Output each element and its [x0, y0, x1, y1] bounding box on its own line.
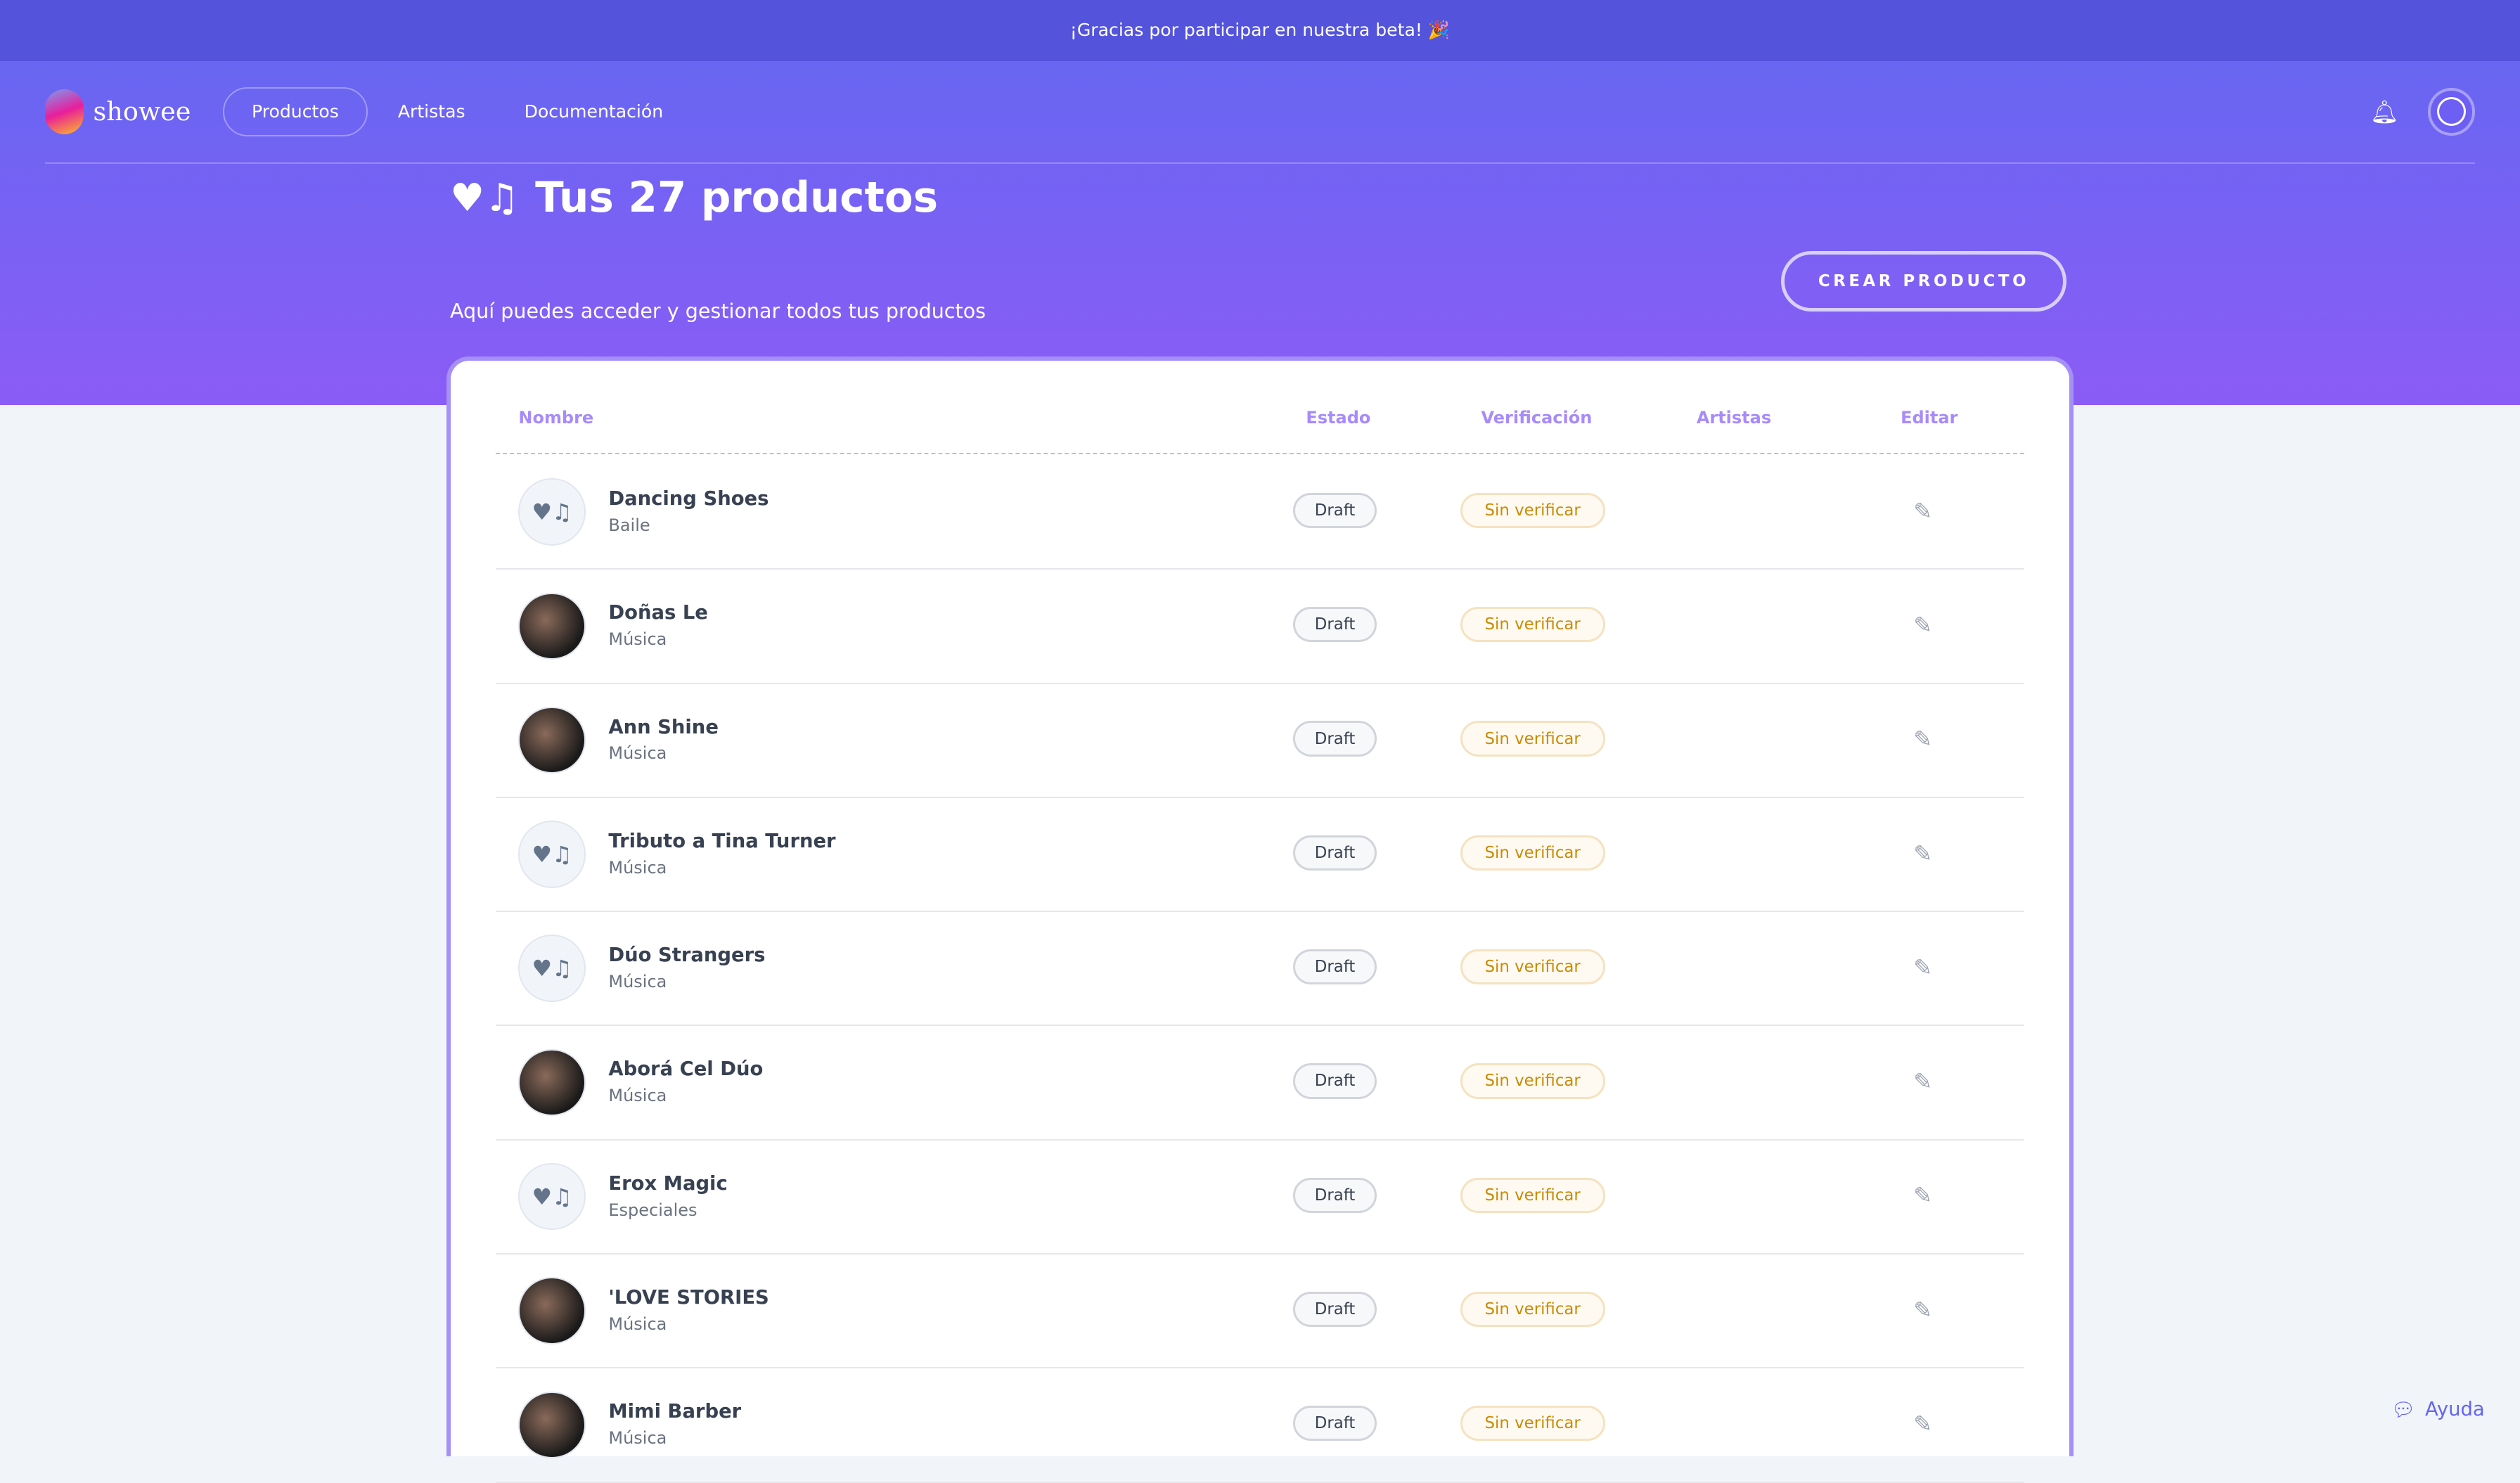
- product-category: Música: [608, 971, 667, 991]
- edit-icon[interactable]: ✎: [1913, 1182, 1933, 1209]
- product-name[interactable]: Ann Shine: [608, 716, 719, 738]
- help-button[interactable]: 💬︎ Ayuda: [2391, 1399, 2485, 1421]
- logo-text: showee: [93, 96, 191, 127]
- banner-text: ¡Gracias por participar en nuestra beta!…: [1069, 20, 1451, 41]
- status-badge: Draft: [1293, 492, 1377, 529]
- status-badge: Draft: [1293, 949, 1377, 985]
- edit-icon[interactable]: ✎: [1913, 1410, 1933, 1437]
- verification-badge: Sin verificar: [1460, 949, 1605, 985]
- product-thumbnail: ♥♫: [518, 1162, 586, 1231]
- nav-artistas[interactable]: Artistas: [397, 101, 465, 122]
- product-thumbnail: ♥♫: [518, 821, 586, 888]
- edit-icon[interactable]: ✎: [1913, 1296, 1933, 1323]
- products-icon: ♥♫: [449, 175, 520, 221]
- product-name[interactable]: Aborá Cel Dúo: [608, 1058, 764, 1081]
- product-thumbnail: [518, 1277, 586, 1344]
- col-estado[interactable]: Estado: [1306, 407, 1371, 428]
- user-menu-button[interactable]: [2427, 88, 2475, 136]
- table-row[interactable]: 'LOVE STORIES Música Draft Sin verificar…: [496, 1253, 2024, 1369]
- product-category: Música: [608, 857, 667, 878]
- product-thumbnail: [518, 706, 586, 774]
- status-badge: Draft: [1293, 1291, 1377, 1328]
- product-thumbnail: [518, 1391, 586, 1458]
- edit-icon[interactable]: ✎: [1913, 954, 1933, 981]
- products-table: Nombre Estado Verificación Artistas Edit…: [446, 357, 2074, 1483]
- chat-icon: 💬︎: [2391, 1399, 2416, 1421]
- col-editar[interactable]: Editar: [1901, 407, 1958, 428]
- verification-badge: Sin verificar: [1460, 1177, 1605, 1213]
- product-category: Música: [608, 1314, 667, 1334]
- product-name[interactable]: Mimi Barber: [608, 1401, 742, 1423]
- status-badge: Draft: [1293, 835, 1377, 871]
- logo[interactable]: showee: [44, 89, 191, 134]
- verification-badge: Sin verificar: [1460, 721, 1605, 757]
- status-badge: Draft: [1293, 1063, 1377, 1099]
- table-row[interactable]: ♥♫ Dúo Strangers Música Draft Sin verifi…: [496, 911, 2024, 1027]
- verification-badge: Sin verificar: [1460, 607, 1605, 643]
- table-row[interactable]: Ann Shine Música Draft Sin verificar ✎: [496, 683, 2024, 798]
- hero: showee Productos Artistas Documentación …: [0, 60, 2520, 405]
- product-name[interactable]: Dancing Shoes: [608, 487, 769, 510]
- table-row[interactable]: Doñas Le Música Draft Sin verificar ✎: [496, 568, 2024, 684]
- page-subtitle: Aquí puedes acceder y gestionar todos tu…: [449, 299, 986, 323]
- table-row[interactable]: ♥♫ Tributo a Tina Turner Música Draft Si…: [496, 797, 2024, 913]
- status-badge: Draft: [1293, 721, 1377, 757]
- product-category: Música: [608, 743, 667, 764]
- verification-badge: Sin verificar: [1460, 1406, 1605, 1442]
- product-category: Baile: [608, 515, 650, 535]
- page-title: Tus 27 productos: [535, 173, 939, 222]
- table-row[interactable]: ♥♫ Dancing Shoes Baile Draft Sin verific…: [496, 454, 2024, 570]
- product-name[interactable]: 'LOVE STORIES: [608, 1286, 769, 1309]
- product-category: Música: [608, 1086, 667, 1106]
- product-name[interactable]: Dúo Strangers: [608, 944, 766, 967]
- product-category: Música: [608, 1428, 667, 1449]
- user-icon: [2436, 97, 2466, 127]
- edit-icon[interactable]: ✎: [1913, 611, 1933, 638]
- col-artistas[interactable]: Artistas: [1696, 407, 1772, 428]
- nav-productos[interactable]: Productos: [223, 87, 368, 136]
- edit-icon[interactable]: ✎: [1913, 1068, 1933, 1096]
- product-category: Música: [608, 629, 667, 650]
- product-thumbnail: [518, 592, 586, 660]
- table-header: Nombre Estado Verificación Artistas Edit…: [496, 361, 2024, 454]
- table-row[interactable]: Mimi Barber Música Draft Sin verificar ✎: [496, 1367, 2024, 1483]
- product-name[interactable]: Erox Magic: [608, 1172, 728, 1195]
- top-nav: showee Productos Artistas Documentación …: [44, 61, 2475, 164]
- create-product-button[interactable]: CREAR PRODUCTO: [1780, 250, 2067, 312]
- product-name[interactable]: Doñas Le: [608, 602, 708, 624]
- product-name[interactable]: Tributo a Tina Turner: [608, 830, 836, 852]
- status-badge: Draft: [1293, 607, 1377, 643]
- product-thumbnail: ♥♫: [518, 478, 586, 546]
- edit-icon[interactable]: ✎: [1913, 840, 1933, 867]
- status-badge: Draft: [1293, 1406, 1377, 1442]
- verification-badge: Sin verificar: [1460, 835, 1605, 871]
- edit-icon[interactable]: ✎: [1913, 726, 1933, 753]
- product-thumbnail: [518, 1048, 586, 1117]
- verification-badge: Sin verificar: [1460, 1063, 1605, 1099]
- product-thumbnail: ♥♫: [518, 935, 586, 1002]
- col-verificacion[interactable]: Verificación: [1481, 407, 1593, 428]
- logo-mark: [44, 89, 84, 134]
- page-heading: ♥♫ Tus 27 productos: [450, 174, 938, 222]
- verification-badge: Sin verificar: [1460, 492, 1605, 529]
- bell-icon[interactable]: 🔔︎: [2370, 98, 2399, 125]
- nav-documentacion[interactable]: Documentación: [524, 101, 664, 122]
- table-row[interactable]: Aborá Cel Dúo Música Draft Sin verificar…: [496, 1025, 2024, 1141]
- beta-banner: ¡Gracias por participar en nuestra beta!…: [0, 0, 2520, 61]
- col-nombre[interactable]: Nombre: [518, 407, 594, 428]
- product-category: Especiales: [608, 1200, 698, 1220]
- verification-badge: Sin verificar: [1460, 1291, 1605, 1328]
- status-badge: Draft: [1293, 1177, 1377, 1213]
- edit-icon[interactable]: ✎: [1913, 497, 1933, 525]
- table-row[interactable]: ♥♫ Erox Magic Especiales Draft Sin verif…: [496, 1139, 2024, 1254]
- help-label: Ayuda: [2425, 1399, 2485, 1421]
